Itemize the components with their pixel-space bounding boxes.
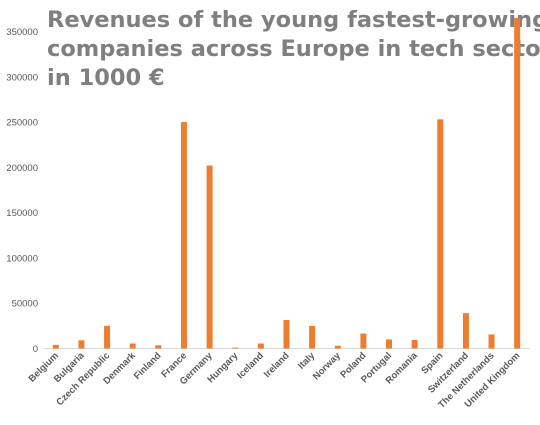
bar — [206, 165, 213, 349]
bar — [257, 343, 264, 349]
bar — [232, 347, 239, 349]
bar — [78, 340, 85, 349]
chart-title-line-3: in 1000 € — [47, 65, 165, 91]
chart-title-line-2: companies across Europe in tech sector, — [47, 36, 540, 62]
bar — [309, 325, 316, 349]
y-tick-label: 50000 — [12, 299, 38, 310]
y-tick-label: 350000 — [6, 27, 38, 38]
bar — [514, 17, 521, 349]
x-tick-label: Finland — [132, 350, 164, 382]
bar — [283, 319, 290, 349]
bar-series — [52, 17, 521, 349]
y-tick-label: 200000 — [6, 163, 38, 174]
y-tick-label: 300000 — [6, 72, 38, 83]
bar — [52, 344, 59, 349]
bar — [386, 339, 393, 349]
bar — [411, 339, 418, 349]
bar — [155, 345, 162, 349]
y-tick-label: 150000 — [6, 208, 38, 219]
bar — [129, 343, 136, 349]
bar — [180, 122, 187, 349]
y-tick-label: 0 — [33, 344, 38, 355]
chart-title-line-1: Revenues of the young fastest-growing — [47, 7, 540, 33]
y-tick-label: 100000 — [6, 253, 38, 264]
x-tick-label: Italy — [296, 350, 318, 372]
y-tick-label: 250000 — [6, 118, 38, 129]
bar — [437, 119, 444, 349]
x-tick-label: Norway — [311, 350, 344, 383]
bar — [104, 325, 111, 349]
bar — [334, 345, 341, 349]
x-tick-label: Ireland — [262, 350, 292, 380]
x-tick-label: Iceland — [235, 350, 266, 381]
bar — [462, 313, 469, 349]
bar — [488, 334, 495, 349]
bar — [360, 333, 367, 349]
y-axis: 0 50000 100000 150000 200000 250000 300000 3500… — [6, 27, 38, 355]
